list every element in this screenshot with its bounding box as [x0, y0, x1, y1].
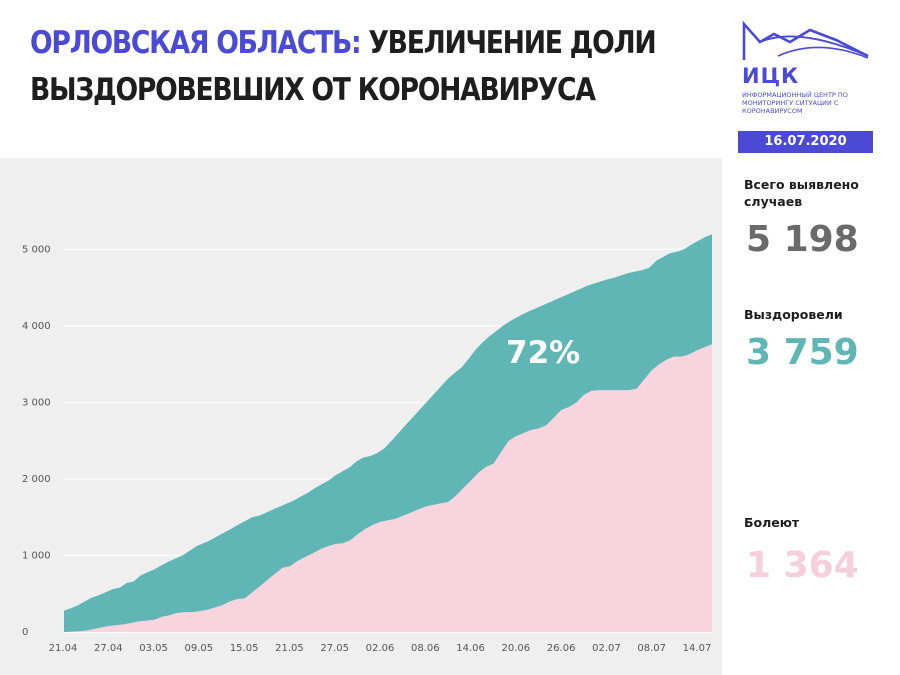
- x-tick-label: 27.04: [94, 643, 123, 654]
- x-tick-label: 08.06: [411, 643, 440, 654]
- recovered-label: Выздоровели: [744, 307, 843, 322]
- title-line-1: ОРЛОВСКАЯ ОБЛАСТЬ: УВЕЛИЧЕНИЕ ДОЛИ: [30, 20, 735, 67]
- x-tick-label: 27.05: [320, 643, 349, 654]
- page-title: ОРЛОВСКАЯ ОБЛАСТЬ: УВЕЛИЧЕНИЕ ДОЛИ ВЫЗДО…: [30, 20, 735, 114]
- x-tick-label: 20.06: [502, 643, 531, 654]
- y-tick-label: 4 000: [22, 321, 51, 332]
- y-tick-label: 0: [22, 627, 28, 638]
- date-badge: 16.07.2020: [738, 131, 873, 153]
- share-annotation: 72%: [506, 335, 580, 371]
- x-tick-label: 02.07: [592, 643, 621, 654]
- y-tick-label: 2 000: [22, 474, 51, 485]
- total-cases-label: Всего выявлено случаев: [744, 177, 859, 209]
- title-topic: УВЕЛИЧЕНИЕ ДОЛИ: [368, 25, 656, 61]
- x-tick-label: 21.04: [49, 643, 78, 654]
- x-tick-label: 02.06: [366, 643, 395, 654]
- y-tick-label: 3 000: [22, 397, 51, 408]
- logo-subtitle: ИНФОРМАЦИОННЫЙ ЦЕНТР ПО МОНИТОРИНГУ СИТУ…: [742, 91, 848, 115]
- series-area-recovered: [64, 344, 712, 632]
- recovered-value: 3 759: [746, 332, 859, 373]
- y-tick-label: 5 000: [22, 244, 51, 255]
- x-tick-label: 15.05: [230, 643, 259, 654]
- x-tick-label: 14.07: [683, 643, 712, 654]
- logo-mark-icon: [742, 20, 869, 60]
- chart: 0 1 000 2 000 3 000 4 000 5 000 72% 21.04 27.04 0…: [22, 234, 712, 654]
- sick-value: 1 364: [746, 545, 859, 586]
- x-tick-label: 09.05: [185, 643, 214, 654]
- x-tick-label: 03.05: [139, 643, 168, 654]
- logo-name: ИЦК: [742, 64, 800, 88]
- title-line-2: ВЫЗДОРОВЕВШИХ ОТ КОРОНАВИРУСА: [30, 72, 596, 108]
- total-cases-value: 5 198: [746, 219, 859, 260]
- x-tick-label: 26.06: [547, 643, 576, 654]
- x-tick-label: 08.07: [637, 643, 666, 654]
- x-tick-label: 21.05: [275, 643, 304, 654]
- title-region: ОРЛОВСКАЯ ОБЛАСТЬ:: [30, 25, 362, 61]
- sick-label: Болеют: [744, 515, 800, 530]
- y-tick-label: 1 000: [22, 550, 51, 561]
- x-tick-label: 14.06: [456, 643, 485, 654]
